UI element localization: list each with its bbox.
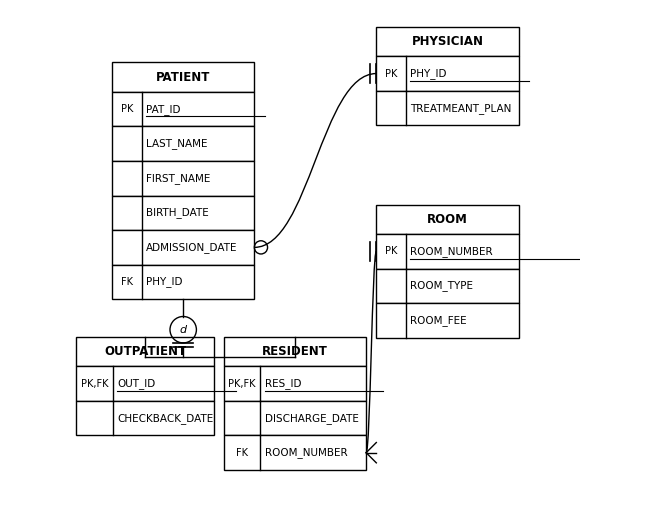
Bar bbox=[112, 62, 255, 92]
Text: PK,FK: PK,FK bbox=[81, 379, 109, 388]
Text: DISCHARGE_DATE: DISCHARGE_DATE bbox=[264, 413, 359, 424]
Bar bbox=[112, 161, 255, 196]
Text: OUT_ID: OUT_ID bbox=[117, 378, 156, 389]
Text: ROOM_TYPE: ROOM_TYPE bbox=[410, 281, 473, 291]
Text: ROOM_NUMBER: ROOM_NUMBER bbox=[264, 447, 347, 458]
Bar bbox=[224, 401, 366, 435]
Text: LAST_NAME: LAST_NAME bbox=[146, 138, 207, 149]
Bar bbox=[224, 435, 366, 470]
Bar bbox=[376, 56, 519, 91]
Bar bbox=[112, 126, 255, 161]
Text: PAT_ID: PAT_ID bbox=[146, 104, 180, 114]
Text: PK: PK bbox=[385, 68, 397, 79]
Text: FK: FK bbox=[236, 448, 248, 458]
Bar bbox=[376, 269, 519, 303]
Text: BIRTH_DATE: BIRTH_DATE bbox=[146, 207, 208, 218]
Text: ROOM_NUMBER: ROOM_NUMBER bbox=[410, 246, 493, 257]
Text: PK,FK: PK,FK bbox=[229, 379, 256, 388]
Bar bbox=[112, 196, 255, 230]
Text: OUTPATIENT: OUTPATIENT bbox=[104, 345, 186, 358]
Bar bbox=[76, 337, 214, 366]
Text: FIRST_NAME: FIRST_NAME bbox=[146, 173, 210, 183]
Text: PHY_ID: PHY_ID bbox=[410, 68, 447, 79]
Text: RESIDENT: RESIDENT bbox=[262, 345, 328, 358]
Bar bbox=[112, 265, 255, 299]
Text: PATIENT: PATIENT bbox=[156, 71, 210, 84]
Bar bbox=[112, 92, 255, 126]
Bar bbox=[376, 303, 519, 338]
Bar bbox=[224, 366, 366, 401]
Text: RES_ID: RES_ID bbox=[264, 378, 301, 389]
Bar bbox=[376, 27, 519, 56]
Bar bbox=[224, 337, 366, 366]
Bar bbox=[376, 91, 519, 125]
Bar bbox=[376, 234, 519, 269]
Bar bbox=[76, 366, 214, 401]
Bar bbox=[112, 230, 255, 265]
Text: d: d bbox=[180, 324, 187, 335]
Text: PHYSICIAN: PHYSICIAN bbox=[411, 35, 484, 48]
Text: FK: FK bbox=[121, 277, 133, 287]
Text: PK: PK bbox=[385, 246, 397, 257]
Text: TREATMEANT_PLAN: TREATMEANT_PLAN bbox=[410, 103, 511, 113]
Text: PK: PK bbox=[120, 104, 133, 114]
Bar bbox=[376, 205, 519, 234]
Text: ROOM: ROOM bbox=[427, 213, 468, 226]
Text: CHECKBACK_DATE: CHECKBACK_DATE bbox=[117, 413, 214, 424]
Bar bbox=[76, 401, 214, 435]
Text: ADMISSION_DATE: ADMISSION_DATE bbox=[146, 242, 237, 253]
Text: ROOM_FEE: ROOM_FEE bbox=[410, 315, 467, 326]
Text: PHY_ID: PHY_ID bbox=[146, 276, 182, 287]
